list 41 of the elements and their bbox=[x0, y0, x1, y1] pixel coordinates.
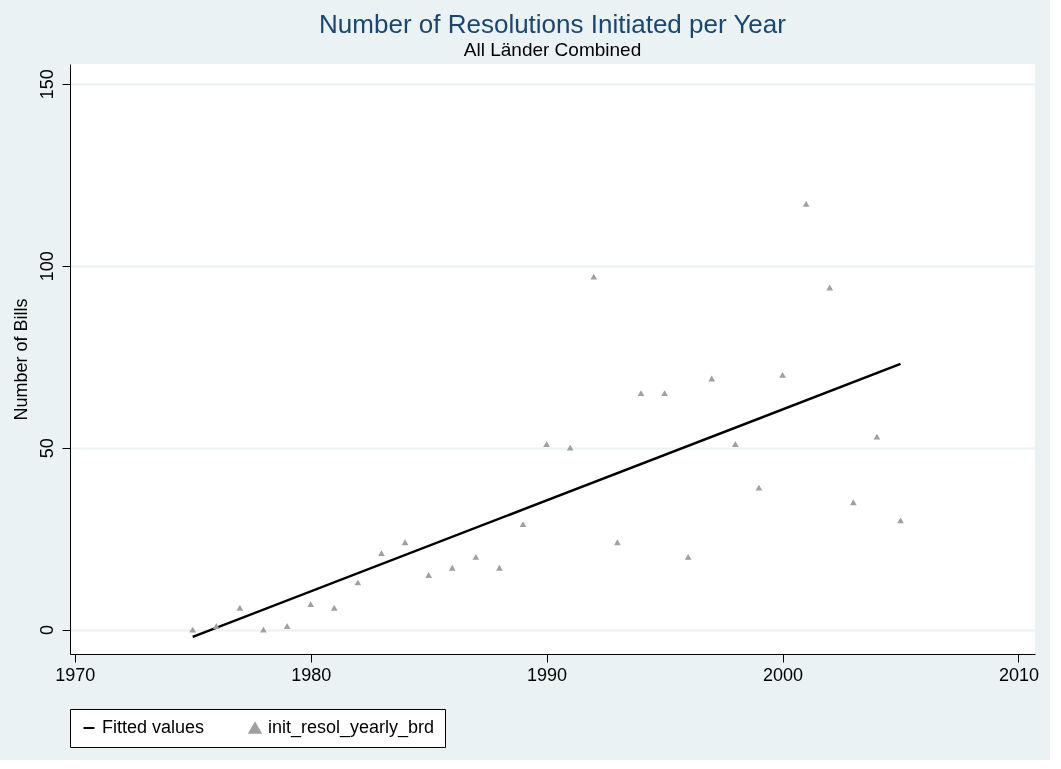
legend-label: init_resol_yearly_brd bbox=[268, 717, 435, 738]
point bbox=[614, 539, 621, 546]
point bbox=[448, 564, 456, 571]
x-tick-label: 1970 bbox=[55, 664, 96, 685]
point bbox=[732, 441, 739, 447]
y-tick-label: 150 bbox=[36, 69, 57, 100]
y-tick-label: 0 bbox=[36, 625, 57, 636]
point bbox=[873, 433, 881, 440]
point bbox=[307, 601, 315, 608]
point bbox=[755, 484, 763, 491]
point bbox=[519, 521, 527, 527]
point bbox=[661, 390, 668, 396]
x-tick-label: 1980 bbox=[291, 664, 332, 685]
point bbox=[637, 390, 645, 396]
point bbox=[472, 553, 480, 560]
chart-title: Number of Resolutions Initiated per Year bbox=[319, 9, 787, 39]
point bbox=[212, 623, 220, 629]
point bbox=[260, 626, 267, 633]
point bbox=[496, 564, 503, 571]
point bbox=[684, 553, 692, 560]
x-tick-label: 2010 bbox=[998, 664, 1040, 685]
point bbox=[354, 579, 362, 586]
x-tick-label: 1990 bbox=[527, 664, 568, 685]
point bbox=[849, 499, 857, 506]
point bbox=[802, 200, 810, 207]
y-tick-label: 50 bbox=[36, 438, 57, 459]
point bbox=[425, 572, 432, 578]
point bbox=[283, 623, 291, 629]
x-tick-label: 2000 bbox=[763, 664, 804, 685]
point bbox=[236, 604, 244, 611]
point bbox=[566, 444, 574, 451]
point bbox=[330, 604, 338, 611]
y-axis-title: Number of Bills bbox=[10, 298, 31, 421]
y-tick-label: 100 bbox=[36, 251, 57, 282]
point bbox=[779, 371, 786, 378]
legend-label: Fitted values bbox=[102, 717, 205, 737]
point bbox=[378, 550, 385, 557]
chart-subtitle: All Länder Combined bbox=[463, 39, 642, 60]
point bbox=[543, 441, 550, 447]
point bbox=[189, 626, 197, 633]
point bbox=[401, 539, 409, 546]
